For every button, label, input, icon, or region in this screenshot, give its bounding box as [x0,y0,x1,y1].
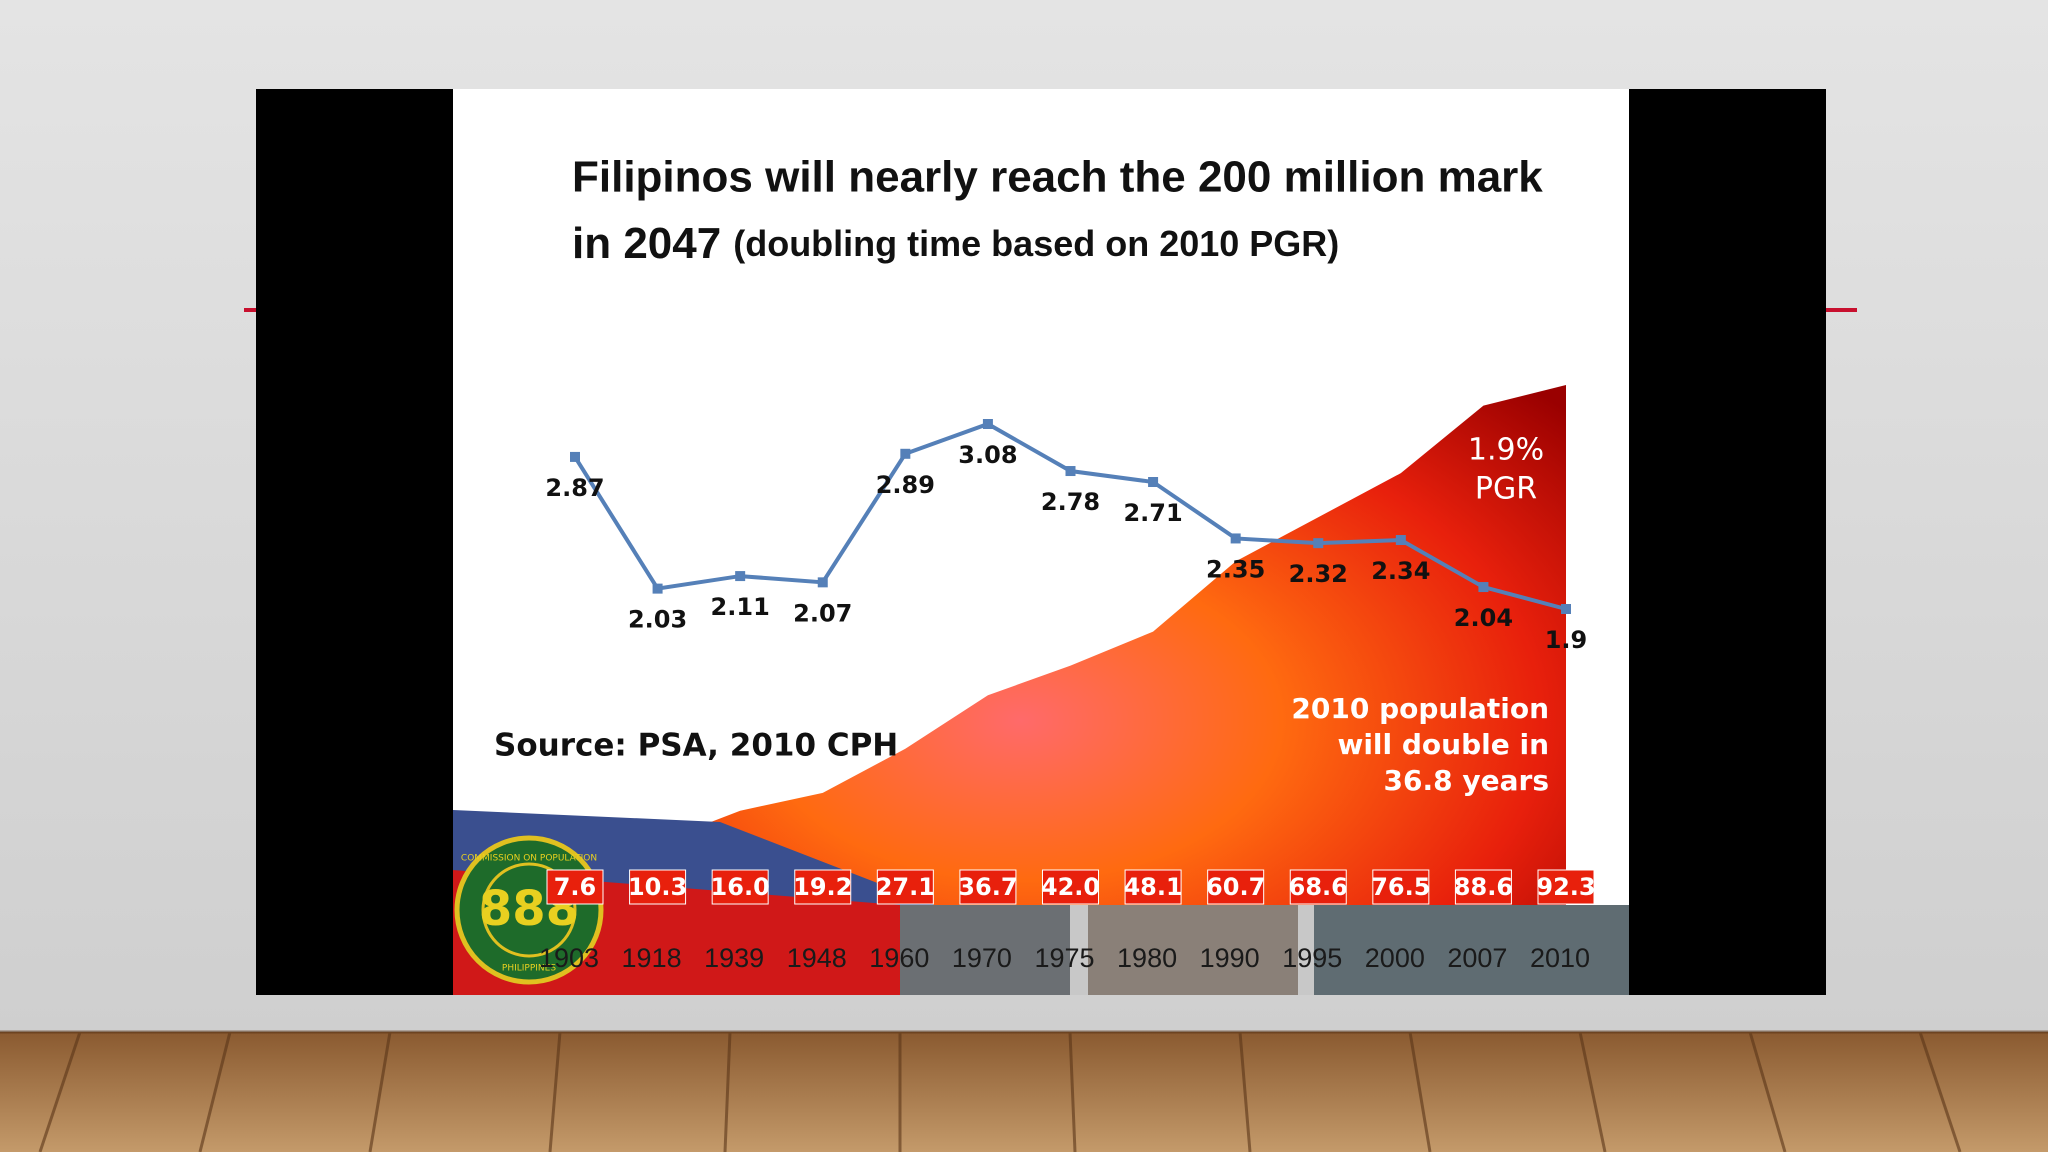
floor [0,1032,2048,1152]
pgr-marker [652,583,663,594]
x-tick-label: 1980 [1117,943,1177,973]
pgr-label: 2.11 [711,593,770,621]
chart-subtitle: (doubling time based on 2010 PGR) [733,223,1339,264]
value-box [1207,869,1265,905]
x-tick-label: 2000 [1365,943,1425,973]
doubling-annotation: 2010 population [1291,692,1549,725]
value-label: 76.5 [1371,873,1430,901]
pgr-label: 1.9 [1545,626,1588,654]
pgr-marker [1148,477,1159,488]
value-label: 92.3 [1536,873,1595,901]
value-label: 88.6 [1454,873,1513,901]
value-box [711,869,769,905]
pgr-label: 2.07 [793,599,852,627]
logo-text: COMMISSION ON POPULATION [461,854,597,864]
pgr-label: 2.78 [1041,488,1100,516]
doubling-annotation: 36.8 years [1384,764,1549,797]
x-tick-label: 1918 [622,943,682,973]
x-tick-label: 2010 [1530,943,1590,973]
value-box [1454,869,1512,905]
x-tick-label: 1960 [869,943,929,973]
pgr-label: 2.87 [545,474,604,502]
pgr-marker [1065,466,1076,477]
pgr-label: 2.03 [628,606,687,634]
pgr-label: 2.04 [1454,604,1513,632]
value-box [794,869,852,905]
pgr-label: 2.34 [1371,557,1430,585]
labels: 7.6 10.3 16.0 19.2 27.1 36.7 42.0 48.1 60.7 68.6 7… [539,869,1596,973]
doubling-annotation: will double in [1337,728,1549,761]
pgr-label: 2.71 [1123,499,1182,527]
value-box [876,869,934,905]
pgr-marker [570,451,580,462]
x-tick-label: 1948 [787,943,847,973]
value-box [1537,869,1595,905]
value-box [1042,869,1099,905]
chart-title: Filipinos will nearly reach the 200 mill… [572,153,1543,202]
x-tick-label: 1990 [1200,943,1260,973]
value-label: 42.0 [1041,873,1100,901]
value-label: 16.0 [711,873,770,901]
x-tick-label: 1970 [952,943,1012,973]
x-tick-label: 1939 [704,943,764,973]
value-box [1124,869,1182,905]
pgr-marker [1561,604,1571,614]
value-box [959,869,1017,905]
value-label: 7.6 [554,873,597,901]
pgr-marker [1478,582,1489,593]
pgr-marker [817,577,828,588]
x-tick-label: 2007 [1447,943,1507,973]
pgr-marker [900,448,911,459]
chart: Filipinos will nearly reach the 200 mill… [494,153,1587,995]
pgr-marker [1230,533,1241,544]
x-tick-label: 1995 [1282,943,1342,973]
x-tick-label: 1903 [539,943,599,973]
pgr-label: 2.35 [1206,555,1265,583]
chart-title: in 2047 (doubling time based on 2010 PGR) [572,219,1339,268]
pgr-marker [1313,538,1324,549]
value-box [1372,869,1430,905]
pgr-label: 2.32 [1289,560,1348,588]
value-label: 27.1 [876,873,935,901]
source-note: Source: PSA, 2010 CPH [494,728,898,764]
logo-text: PHILIPPINES [502,964,556,974]
value-label: 48.1 [1123,873,1182,901]
value-label: 68.6 [1289,873,1348,901]
pgr-annotation: PGR [1475,472,1537,507]
population-area [575,385,1566,995]
value-label: 36.7 [958,873,1017,901]
pgr-annotation: 1.9% [1468,433,1544,468]
pgr-marker [735,571,746,582]
pgr-marker [1395,535,1406,546]
value-label: 60.7 [1206,873,1265,901]
value-box [629,869,687,905]
x-tick-label: 1975 [1034,943,1094,973]
pgr-marker [982,419,993,429]
pgr-label: 3.08 [958,441,1017,469]
pgr-label: 2.89 [876,471,935,499]
value-box [1289,869,1347,905]
value-label: 10.3 [628,873,687,901]
floor-planks [0,1030,2048,1152]
chart-title-part: in 2047 [572,219,721,268]
value-label: 19.2 [793,873,852,901]
value-box [546,869,604,905]
